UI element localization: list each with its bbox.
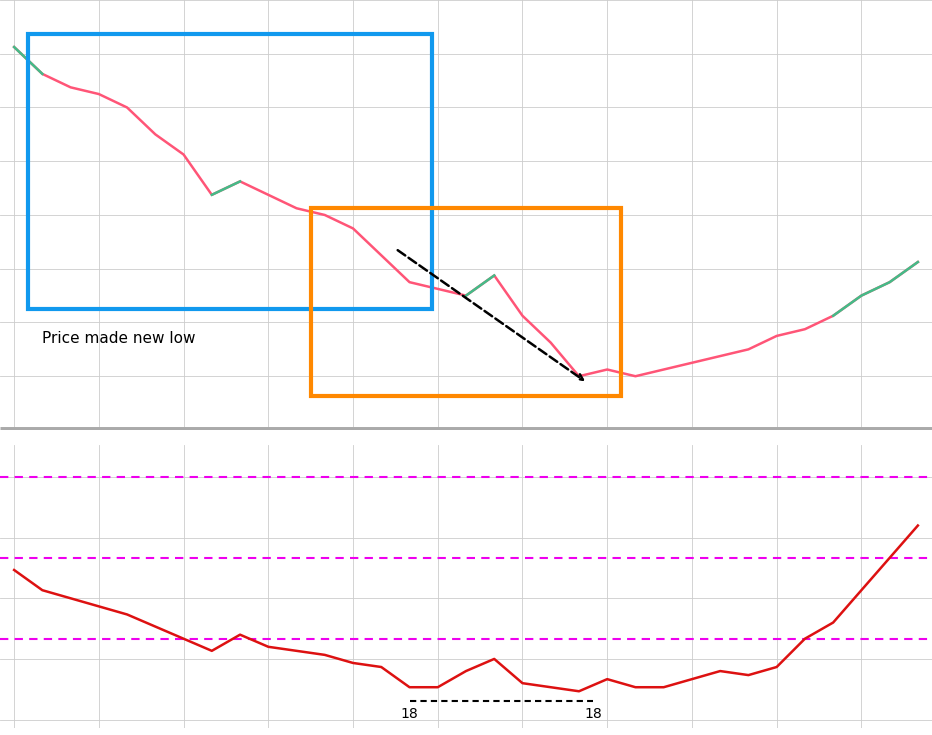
Text: Price made new low: Price made new low xyxy=(42,331,196,345)
Bar xyxy=(28,34,432,309)
Text: 18: 18 xyxy=(584,707,602,722)
Bar xyxy=(310,208,622,396)
Text: 18: 18 xyxy=(401,707,418,722)
